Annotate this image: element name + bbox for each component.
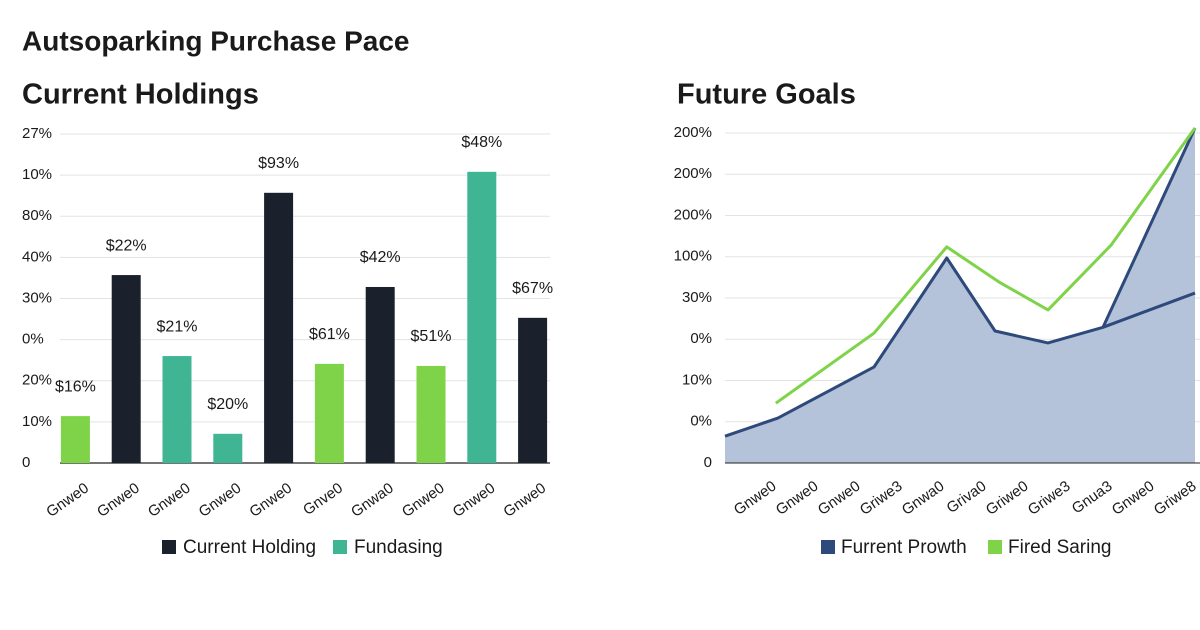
bar-label: $42% bbox=[360, 249, 401, 266]
bar bbox=[111, 275, 141, 463]
legend-label: Fired Saring bbox=[1008, 537, 1112, 558]
legend-label: Furrent Prowth bbox=[841, 537, 967, 558]
page-title: Autsoparking Purchase Pace bbox=[22, 25, 409, 56]
bar-label: $22% bbox=[106, 237, 147, 254]
chart-title: Future Goals bbox=[677, 79, 856, 111]
y-tick-label: 30% bbox=[22, 289, 52, 306]
bar-label: $16% bbox=[55, 378, 96, 395]
legend-swatch bbox=[988, 540, 1002, 554]
legend-swatch bbox=[333, 540, 347, 554]
bar-label: $51% bbox=[411, 328, 452, 345]
y-tick-label: 30% bbox=[682, 289, 712, 306]
chart-title: Current Holdings bbox=[22, 79, 259, 111]
y-tick-label: 10% bbox=[22, 166, 52, 183]
bar-label: $93% bbox=[258, 155, 299, 172]
legend-label: Current Holding bbox=[183, 537, 316, 558]
line bbox=[774, 127, 1197, 405]
bar bbox=[416, 365, 446, 463]
bar-label: $21% bbox=[157, 318, 198, 335]
bar bbox=[314, 363, 344, 463]
legend-label: Fundasing bbox=[354, 537, 443, 558]
y-tick-label: 0% bbox=[22, 331, 44, 348]
y-tick-label: 0 bbox=[704, 454, 712, 471]
bar-label: $48% bbox=[461, 134, 502, 151]
bar bbox=[213, 433, 243, 463]
bar bbox=[518, 317, 548, 463]
legend-swatch bbox=[821, 540, 835, 554]
y-tick-label: 0 bbox=[22, 454, 30, 471]
y-tick-label: 27% bbox=[22, 125, 52, 142]
y-tick-label: 10% bbox=[682, 371, 712, 388]
y-tick-label: 0% bbox=[690, 413, 712, 430]
y-tick-label: 200% bbox=[674, 124, 712, 141]
line bbox=[1102, 291, 1196, 329]
y-tick-label: 10% bbox=[22, 413, 52, 430]
y-tick-label: 80% bbox=[22, 207, 52, 224]
area bbox=[725, 128, 1195, 464]
line bbox=[724, 127, 1197, 438]
y-tick-label: 0% bbox=[690, 330, 712, 347]
y-tick-label: 100% bbox=[674, 248, 712, 265]
y-tick-label: 20% bbox=[22, 372, 52, 389]
y-tick-label: 40% bbox=[22, 248, 52, 265]
bar-label: $20% bbox=[207, 396, 248, 413]
bar bbox=[467, 171, 497, 463]
y-tick-label: 200% bbox=[674, 165, 712, 182]
bar bbox=[264, 192, 294, 463]
legend-swatch bbox=[162, 540, 176, 554]
bar-label: $67% bbox=[512, 280, 553, 297]
bar bbox=[365, 286, 395, 463]
bar-label: $61% bbox=[309, 326, 350, 343]
y-tick-label: 200% bbox=[674, 206, 712, 223]
bar bbox=[162, 356, 192, 463]
bar bbox=[60, 416, 90, 463]
